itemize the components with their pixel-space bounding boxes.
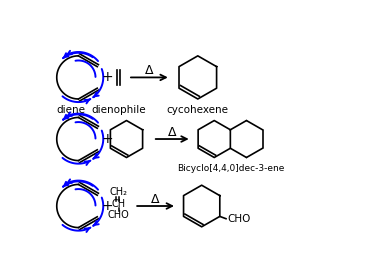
- Text: CH₂: CH₂: [110, 187, 128, 197]
- Text: cycohexene: cycohexene: [167, 105, 229, 115]
- Text: +: +: [101, 199, 113, 213]
- Text: Δ: Δ: [151, 192, 160, 206]
- Text: CH: CH: [112, 199, 126, 209]
- Text: dienophile: dienophile: [91, 105, 146, 115]
- Text: Δ: Δ: [145, 64, 154, 77]
- Text: diene: diene: [56, 105, 85, 115]
- Text: +: +: [101, 132, 113, 146]
- Text: CHO: CHO: [227, 214, 251, 224]
- Text: Δ: Δ: [168, 126, 176, 139]
- Text: CHO: CHO: [108, 210, 130, 220]
- Text: +: +: [101, 70, 113, 84]
- Text: Bicyclo[4,4,0]dec-3-ene: Bicyclo[4,4,0]dec-3-ene: [177, 164, 284, 173]
